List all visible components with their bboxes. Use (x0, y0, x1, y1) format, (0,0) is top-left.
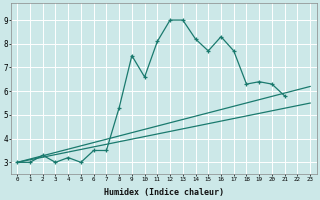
X-axis label: Humidex (Indice chaleur): Humidex (Indice chaleur) (104, 188, 224, 197)
